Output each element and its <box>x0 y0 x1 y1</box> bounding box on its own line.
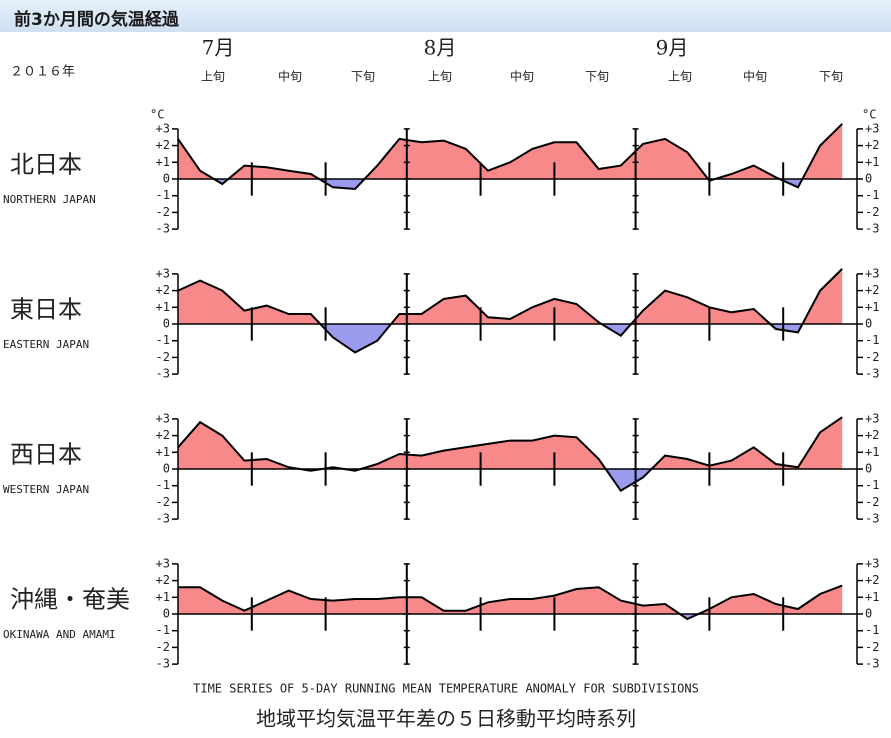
region-subtitle: NORTHERN JAPAN <box>3 193 96 206</box>
y-tick-label: 0 <box>163 462 170 476</box>
y-tick-label-right: -1 <box>865 188 879 202</box>
dekad-label: 中旬 <box>510 69 534 84</box>
region-title: 東日本 <box>10 296 82 324</box>
header-title: 前3か月間の気温経過 <box>14 10 179 30</box>
dekad-label: 中旬 <box>743 69 767 84</box>
y-tick-label-right: +2 <box>865 138 879 152</box>
positive-area <box>178 123 843 179</box>
y-tick-label: +3 <box>156 556 170 570</box>
y-tick-label: -3 <box>156 657 170 671</box>
y-tick-label-right: -2 <box>865 205 879 219</box>
month-label: 7月 <box>202 36 235 60</box>
y-tick-label: 0 <box>163 172 170 186</box>
anomaly-line <box>177 268 843 354</box>
region-subtitle: WESTERN JAPAN <box>3 483 89 496</box>
dekad-label: 下旬 <box>585 70 609 84</box>
month-label: 9月 <box>656 36 689 60</box>
y-tick-label: +2 <box>156 138 170 152</box>
region-subtitle: OKINAWA AND AMAMI <box>3 628 116 641</box>
positive-area <box>178 268 843 324</box>
unit-label: °C <box>150 107 164 121</box>
y-tick-label: -3 <box>156 222 170 236</box>
y-tick-label: -2 <box>156 205 170 219</box>
y-tick-label-right: +1 <box>865 590 879 604</box>
y-tick-label-right: +2 <box>865 573 879 587</box>
negative-area <box>178 179 843 189</box>
region-title: 西日本 <box>10 441 82 469</box>
y-tick-label: +2 <box>156 573 170 587</box>
dekad-label: 中旬 <box>278 69 302 84</box>
y-tick-label-right: +3 <box>865 411 879 425</box>
y-tick-label-right: +2 <box>865 283 879 297</box>
year-label: ２０１６年 <box>10 65 75 80</box>
unit-label: °C <box>862 107 876 121</box>
y-tick-label-right: -3 <box>865 367 879 381</box>
y-tick-label-right: -3 <box>865 222 879 236</box>
anomaly-line <box>177 416 843 493</box>
negative-area <box>178 324 843 353</box>
y-tick-label: -3 <box>156 367 170 381</box>
y-tick-label-right: 0 <box>865 607 872 621</box>
y-tick-label: -1 <box>156 188 170 202</box>
region-subtitle: EASTERN JAPAN <box>3 338 89 351</box>
y-tick-label: -1 <box>156 333 170 347</box>
y-tick-label: -2 <box>156 350 170 364</box>
y-tick-label: +1 <box>156 590 170 604</box>
dekad-label: 上旬 <box>201 70 225 84</box>
anomaly-line <box>177 123 843 191</box>
caption-ja: 地域平均気温平年差の５日移動平均時系列 <box>256 707 636 731</box>
y-tick-label-right: +1 <box>865 300 879 314</box>
y-tick-label: +3 <box>156 411 170 425</box>
y-tick-label-right: +3 <box>865 121 879 135</box>
y-tick-label-right: -3 <box>865 657 879 671</box>
y-tick-label: -2 <box>156 640 170 654</box>
y-tick-label-right: -1 <box>865 478 879 492</box>
y-tick-label-right: +1 <box>865 445 879 459</box>
dekad-label: 上旬 <box>668 70 692 84</box>
y-tick-label: +2 <box>156 283 170 297</box>
y-tick-label-right: 0 <box>865 462 872 476</box>
y-tick-label-right: -2 <box>865 495 879 509</box>
y-tick-label-right: +3 <box>865 556 879 570</box>
y-tick-label-right: -1 <box>865 333 879 347</box>
region-title: 沖縄・奄美 <box>10 586 130 614</box>
y-tick-label: -1 <box>156 478 170 492</box>
region-title: 北日本 <box>10 151 82 179</box>
dekad-label: 下旬 <box>819 70 843 84</box>
y-tick-label: +2 <box>156 428 170 442</box>
caption-en: TIME SERIES OF 5-DAY RUNNING MEAN TEMPER… <box>193 682 699 696</box>
y-tick-label: +1 <box>156 445 170 459</box>
y-tick-label: -2 <box>156 495 170 509</box>
y-tick-label: +3 <box>156 121 170 135</box>
y-tick-label-right: -2 <box>865 640 879 654</box>
y-tick-label: 0 <box>163 607 170 621</box>
header-bar: 前3か月間の気温経過 <box>0 0 891 32</box>
month-label: 8月 <box>424 36 457 60</box>
y-tick-label: -3 <box>156 512 170 526</box>
y-tick-label: +1 <box>156 300 170 314</box>
positive-area <box>178 417 843 469</box>
y-tick-label-right: -2 <box>865 350 879 364</box>
y-tick-label-right: 0 <box>865 317 872 331</box>
y-tick-label: +3 <box>156 266 170 280</box>
y-tick-label-right: +1 <box>865 155 879 169</box>
y-tick-label-right: -1 <box>865 623 879 637</box>
y-tick-label: +1 <box>156 155 170 169</box>
y-tick-label-right: +3 <box>865 266 879 280</box>
y-tick-label: 0 <box>163 317 170 331</box>
dekad-label: 上旬 <box>428 70 452 84</box>
anomaly-line <box>178 584 843 621</box>
y-tick-label-right: +2 <box>865 428 879 442</box>
y-tick-label: -1 <box>156 623 170 637</box>
y-tick-label-right: -3 <box>865 512 879 526</box>
y-tick-label-right: 0 <box>865 172 872 186</box>
dekad-label: 下旬 <box>351 70 375 84</box>
